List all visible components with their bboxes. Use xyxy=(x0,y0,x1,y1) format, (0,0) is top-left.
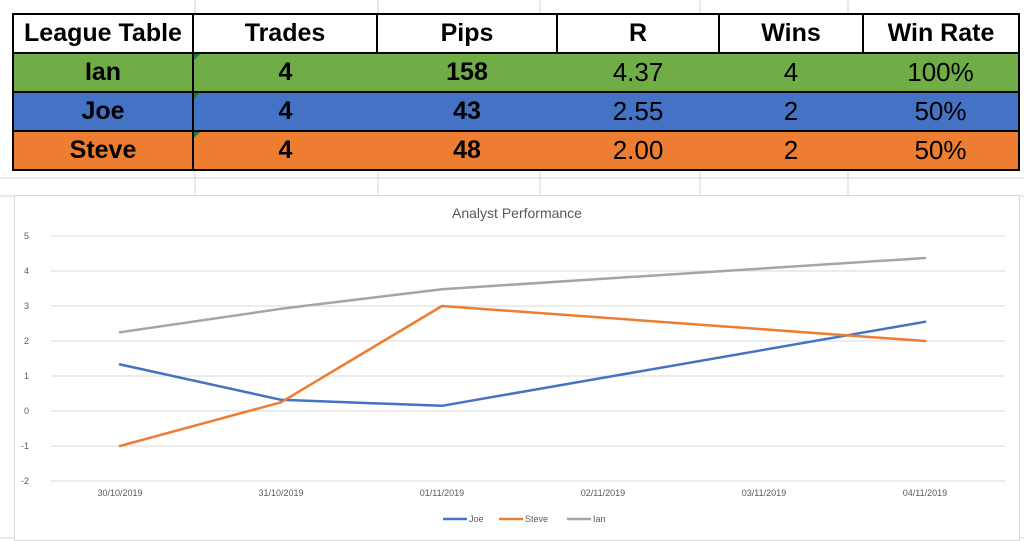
cell-trades[interactable]: 4 xyxy=(193,130,377,171)
y-tick-label: 4 xyxy=(24,266,29,276)
y-tick-label: 5 xyxy=(24,231,29,241)
x-tick-label: 02/11/2019 xyxy=(581,488,625,498)
table-row-ian: Ian 4 158 4.37 4 100% xyxy=(12,52,1020,93)
cell-pips[interactable]: 48 xyxy=(377,130,557,171)
data-point-ian xyxy=(923,256,927,260)
chart-title: Analyst Performance xyxy=(452,205,582,221)
cell-pips[interactable]: 43 xyxy=(377,91,557,132)
x-tick-label: 04/11/2019 xyxy=(903,488,947,498)
analyst-performance-chart[interactable]: Analyst Performance -2 -1 0 1 2 3 4 5 30/10/2019 3… xyxy=(14,195,1020,541)
data-point-joe xyxy=(118,363,122,366)
cell-comment-indicator xyxy=(194,93,200,99)
table-row-steve: Steve 4 48 2.00 2 50% xyxy=(12,130,1020,171)
cell-pips[interactable]: 158 xyxy=(377,52,557,93)
cell-wins[interactable]: 2 xyxy=(719,91,863,132)
y-tick-label: 2 xyxy=(24,336,29,346)
series-line-joe[interactable] xyxy=(118,320,927,408)
data-point-steve xyxy=(440,304,444,308)
legend-label-ian: Ian xyxy=(593,514,606,524)
cell-name[interactable]: Steve xyxy=(12,130,194,171)
table-row-joe: Joe 4 43 2.55 2 50% xyxy=(12,91,1020,132)
cell-win-rate[interactable]: 50% xyxy=(863,130,1020,171)
header-win-rate[interactable]: Win Rate xyxy=(862,13,1020,54)
cell-trades[interactable]: 4 xyxy=(193,91,377,132)
header-r[interactable]: R xyxy=(556,13,720,54)
legend-label-steve: Steve xyxy=(525,514,548,524)
series-line-ian[interactable] xyxy=(118,256,927,334)
header-league-table[interactable]: League Table xyxy=(12,13,194,54)
cell-wins[interactable]: 2 xyxy=(719,130,863,171)
cell-comment-indicator xyxy=(194,54,200,60)
data-point-joe xyxy=(923,320,927,323)
data-point-ian xyxy=(279,307,283,310)
data-point-ian xyxy=(118,331,122,334)
cell-r[interactable]: 2.55 xyxy=(557,91,719,132)
league-table-header-row: League Table Trades Pips R Wins Win Rate xyxy=(12,13,1020,54)
cell-comment-indicator xyxy=(194,132,200,138)
cell-wins[interactable]: 4 xyxy=(719,52,863,93)
x-tick-label: 01/11/2019 xyxy=(420,488,464,498)
y-tick-label: 1 xyxy=(24,371,29,381)
y-tick-label: 3 xyxy=(24,301,29,311)
chart-canvas: Analyst Performance -2 -1 0 1 2 3 4 5 30/10/2019 3… xyxy=(21,205,1005,524)
x-tick-label: 30/10/2019 xyxy=(97,488,142,498)
y-tick-label: 0 xyxy=(24,406,29,416)
series-line-steve[interactable] xyxy=(118,304,927,448)
data-point-steve xyxy=(279,401,283,404)
data-point-steve xyxy=(118,444,122,448)
cell-win-rate[interactable]: 50% xyxy=(863,91,1020,132)
cell-name[interactable]: Joe xyxy=(12,91,194,132)
cell-r[interactable]: 4.37 xyxy=(557,52,719,93)
data-point-joe xyxy=(440,404,444,407)
data-point-steve xyxy=(923,339,927,343)
y-tick-label: -1 xyxy=(21,441,29,451)
cell-trades[interactable]: 4 xyxy=(193,52,377,93)
x-tick-label: 31/10/2019 xyxy=(258,488,303,498)
data-point-joe xyxy=(279,398,283,401)
cell-win-rate[interactable]: 100% xyxy=(863,52,1020,93)
header-pips[interactable]: Pips xyxy=(376,13,558,54)
legend-label-joe: Joe xyxy=(469,514,484,524)
header-trades[interactable]: Trades xyxy=(192,13,378,54)
cell-r[interactable]: 2.00 xyxy=(557,130,719,171)
league-table: League Table Trades Pips R Wins Win Rate… xyxy=(12,13,1020,171)
x-tick-label: 03/11/2019 xyxy=(742,488,786,498)
header-wins[interactable]: Wins xyxy=(718,13,864,54)
cell-name[interactable]: Ian xyxy=(12,52,194,93)
y-tick-label: -2 xyxy=(21,476,29,486)
data-point-ian xyxy=(440,288,444,291)
